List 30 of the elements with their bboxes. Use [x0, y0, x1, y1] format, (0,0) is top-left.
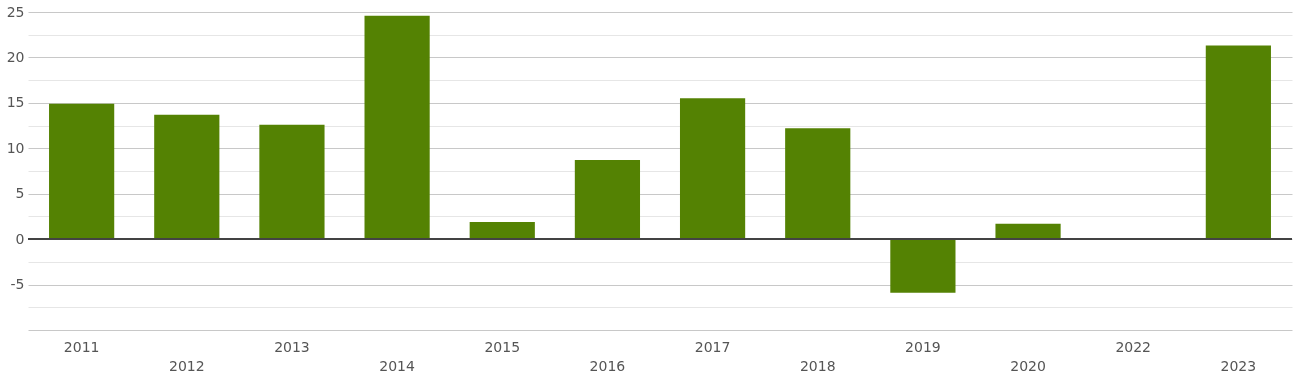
y-tick-label: 5 — [15, 185, 25, 202]
bar — [679, 98, 746, 240]
x-tick-label: 2016 — [589, 357, 626, 374]
x-tick-label: 2018 — [799, 357, 836, 374]
x-tick-label: 2019 — [905, 338, 941, 355]
y-tick-label: 25 — [6, 3, 25, 20]
y-tick-label: 20 — [6, 48, 25, 65]
y-tick-label: 15 — [6, 94, 25, 111]
bar — [785, 128, 851, 240]
x-tick-label: 2020 — [1010, 357, 1046, 374]
y-tick-label: 0 — [15, 230, 25, 247]
bar — [49, 103, 115, 240]
x-tick-label: 2022 — [1115, 338, 1152, 355]
y-tick-label: 10 — [6, 139, 25, 156]
bar — [154, 114, 220, 240]
x-tick-label: 2011 — [63, 338, 100, 355]
bar — [890, 239, 956, 293]
y-tick-label: -5 — [10, 276, 25, 293]
x-tick-label: 2014 — [379, 357, 416, 374]
x-tick-label: 2023 — [1220, 357, 1257, 374]
bar — [469, 221, 535, 240]
x-tick-label: 2012 — [168, 357, 205, 374]
x-tick-label: 2013 — [274, 338, 310, 355]
x-tick-label: 2015 — [484, 338, 521, 355]
bar — [364, 15, 430, 240]
bar — [995, 223, 1061, 240]
bar — [1205, 45, 1271, 240]
bar — [259, 124, 325, 240]
bar — [574, 160, 641, 240]
x-tick-label: 2017 — [694, 338, 731, 355]
